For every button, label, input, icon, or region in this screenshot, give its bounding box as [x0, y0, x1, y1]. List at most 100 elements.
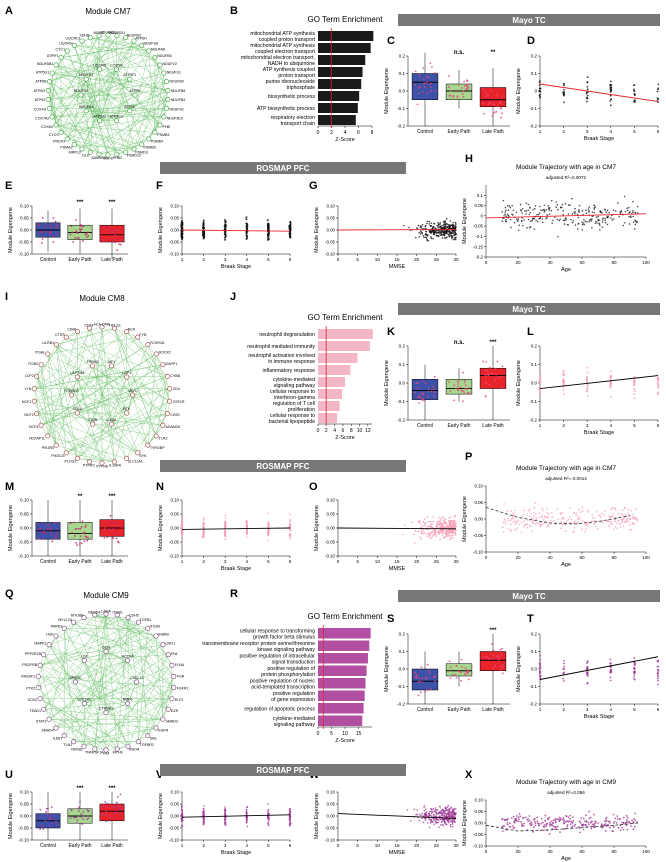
network-node [71, 42, 77, 48]
tick-label: 2 [562, 707, 565, 712]
box-point [78, 807, 80, 810]
scatter-point [202, 232, 205, 235]
scatter-point [432, 529, 435, 531]
box-point [460, 87, 463, 89]
scatter-point [623, 195, 626, 198]
scatter-point [527, 209, 530, 211]
box-point [432, 385, 434, 388]
scatter-point [224, 220, 227, 223]
scatter-point [566, 520, 568, 522]
scatter-point [523, 520, 526, 522]
tick-label: 5 [267, 559, 270, 564]
scatter-point [613, 528, 615, 530]
scatter-point [509, 206, 512, 209]
scatter-point [555, 826, 558, 829]
scatter-point [423, 804, 426, 807]
go-term-label: mitochondrial ATP synthesis [250, 31, 315, 37]
network-cm8: HLA-DMA HCLS1NCKFYBFCGR2ADOCK2DAPP1CYBBCD… [22, 323, 185, 469]
scatter-point [267, 539, 269, 542]
box-point [462, 371, 464, 374]
network-hub [124, 374, 130, 380]
tick-label: 0.10 [20, 790, 29, 795]
box-point [109, 514, 112, 517]
box-point [72, 241, 75, 243]
panel-label-B: B [230, 5, 238, 17]
box-point [41, 825, 44, 828]
network-node-label: NFKB1 [71, 748, 83, 752]
panel-label-H: H [465, 153, 473, 165]
scatter-point [657, 675, 660, 678]
tick-label: 0.10 [170, 498, 179, 503]
scatter-point [424, 236, 427, 239]
box-point [102, 803, 105, 806]
tick-label: 0.10 [170, 790, 179, 795]
box-point [467, 678, 470, 681]
scatter-point [449, 812, 451, 814]
scatter-point [450, 806, 452, 809]
box-point [101, 814, 104, 816]
scatter-point [439, 529, 442, 532]
network-node [153, 633, 159, 639]
network-node [38, 422, 44, 428]
scatter-point [430, 531, 433, 534]
scatter-point [430, 818, 432, 821]
scatter-point [582, 222, 585, 224]
scatter-point [288, 823, 291, 825]
box-point [426, 81, 429, 84]
box-point [421, 90, 424, 93]
box-point [450, 89, 452, 92]
scatter-point [418, 231, 420, 234]
scatter-point [616, 815, 619, 818]
box-point [457, 382, 460, 385]
network-node-label: CYBB [170, 374, 180, 378]
scatter-point [202, 221, 205, 224]
scatter-point [424, 524, 426, 527]
scatter-point [450, 813, 453, 816]
network-node [96, 151, 102, 157]
network-hub [127, 108, 133, 114]
tick-label: 0 [317, 130, 320, 136]
scatter-point [633, 817, 636, 820]
network-node-label: NCKAP1L [29, 436, 45, 440]
scatter-point [443, 526, 445, 528]
scatter-point [562, 816, 565, 819]
box-point [52, 241, 55, 244]
scatter-point [567, 816, 570, 819]
scatter-point [223, 808, 226, 811]
scatter-point [426, 822, 429, 824]
box-point [418, 73, 421, 75]
scatter-point [454, 515, 456, 518]
scatter-point [624, 506, 627, 509]
scatter-point [411, 521, 413, 524]
scatter-point [180, 804, 183, 806]
box-point [424, 382, 427, 385]
box-point [117, 805, 120, 808]
scatter-point [551, 824, 554, 826]
scatter-point [564, 820, 567, 823]
scatter-point [609, 676, 612, 679]
network-node [71, 142, 77, 148]
scatter-point [429, 224, 432, 227]
box [479, 367, 507, 389]
network-hub-label: NDUFS7 [79, 73, 93, 77]
box-point [492, 667, 495, 670]
network-node-label: PPP2R1B [25, 652, 42, 656]
scatter-point [410, 820, 412, 822]
box-point [115, 801, 118, 804]
network-node-label: PLCG2 [65, 460, 77, 464]
scatter-point [555, 201, 557, 203]
box-point [41, 231, 44, 234]
box [411, 668, 439, 691]
box-point [83, 540, 86, 543]
scatter-point [267, 512, 269, 515]
scatter-point [590, 220, 593, 222]
scatter-point [504, 206, 507, 209]
scatter-point [436, 813, 438, 815]
box-point [106, 805, 109, 808]
scatter-point [451, 526, 454, 528]
scatter-point [625, 814, 628, 817]
scatter-point [455, 223, 457, 225]
scatter-point [505, 818, 507, 821]
